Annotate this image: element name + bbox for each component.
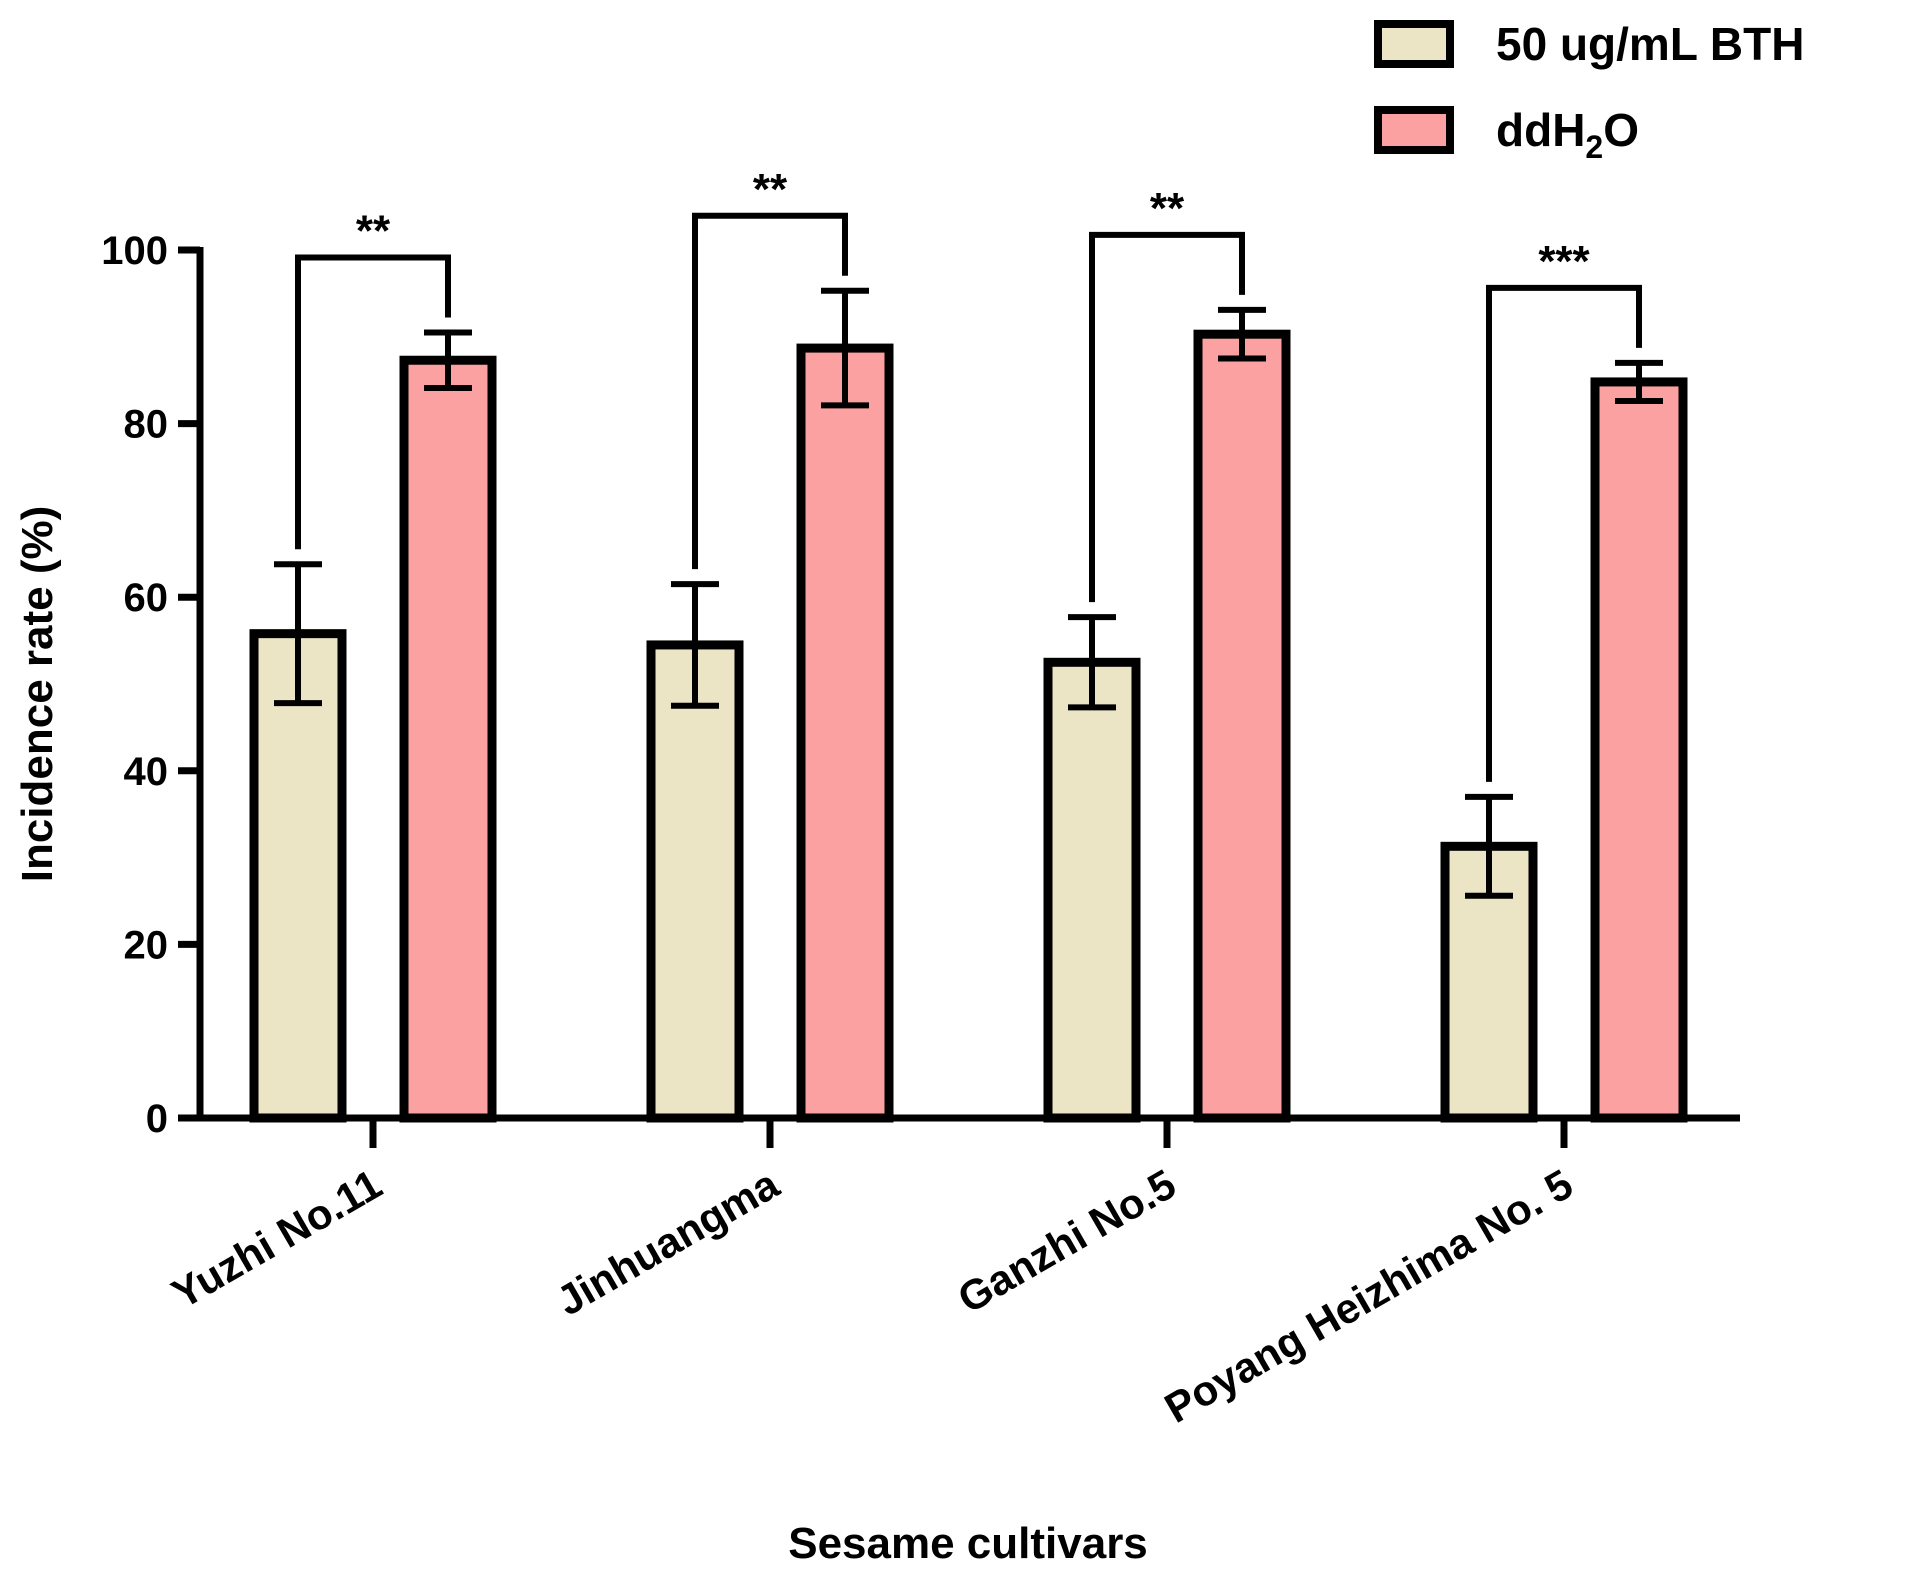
bar-ddh2o-3 xyxy=(1590,377,1688,1123)
legend-swatch-bth xyxy=(1374,20,1454,68)
legend-label-ddh2o: ddH2O xyxy=(1496,104,1639,165)
axes-layer: 0 20 40 60 80 100 Yuzhi No.11 Jinhuangma Ganzhi … xyxy=(101,229,1740,1432)
bar-bth-1 xyxy=(646,640,744,1123)
significance-bracket-2 xyxy=(1089,231,1245,603)
x-tick-label-0: Yuzhi No.11 xyxy=(164,1160,390,1317)
x-tick-label-3: Poyang Heizhima No. 5 xyxy=(1157,1160,1581,1432)
y-tick-label-3: 60 xyxy=(124,576,169,620)
legend-label-ddh2o-tail: O xyxy=(1603,104,1639,156)
significance-label-1: ** xyxy=(753,165,788,214)
significance-label-2: ** xyxy=(1150,184,1185,233)
significance-bracket-0 xyxy=(295,254,451,550)
y-tick-label-0: 0 xyxy=(146,1097,168,1141)
legend-label-bth: 50 ug/mL BTH xyxy=(1496,18,1804,70)
y-tick-label-4: 80 xyxy=(124,403,169,447)
significance-label-3: *** xyxy=(1538,237,1590,286)
bars-layer xyxy=(249,329,1688,1123)
legend: 50 ug/mL BTH ddH2O xyxy=(1374,18,1804,165)
x-tick-label-2: Ganzhi No.5 xyxy=(950,1160,1184,1322)
legend-label-ddh2o-main: ddH xyxy=(1496,104,1585,156)
significance-bracket-3 xyxy=(1486,284,1642,782)
y-axis-title: Incidence rate (%) xyxy=(13,506,62,883)
bar-ddh2o-1 xyxy=(796,343,894,1123)
significance-label-0: ** xyxy=(356,206,391,255)
y-tick-label-2: 40 xyxy=(124,750,169,794)
y-tick-label-5: 100 xyxy=(101,229,168,273)
legend-label-ddh2o-subscript: 2 xyxy=(1585,129,1603,165)
bar-bth-2 xyxy=(1043,657,1141,1123)
bar-ddh2o-0 xyxy=(399,355,497,1123)
legend-swatch-ddh2o xyxy=(1374,106,1454,154)
bar-bth-0 xyxy=(249,629,347,1123)
x-axis-title: Sesame cultivars xyxy=(788,1519,1148,1568)
significance-layer: **** ***** xyxy=(295,165,1642,782)
y-tick-label-1: 20 xyxy=(124,923,169,967)
bar-ddh2o-2 xyxy=(1193,329,1291,1123)
error-bars-layer xyxy=(274,287,1663,899)
significance-bracket-1 xyxy=(692,212,848,570)
x-tick-label-1: Jinhuangma xyxy=(549,1160,787,1325)
